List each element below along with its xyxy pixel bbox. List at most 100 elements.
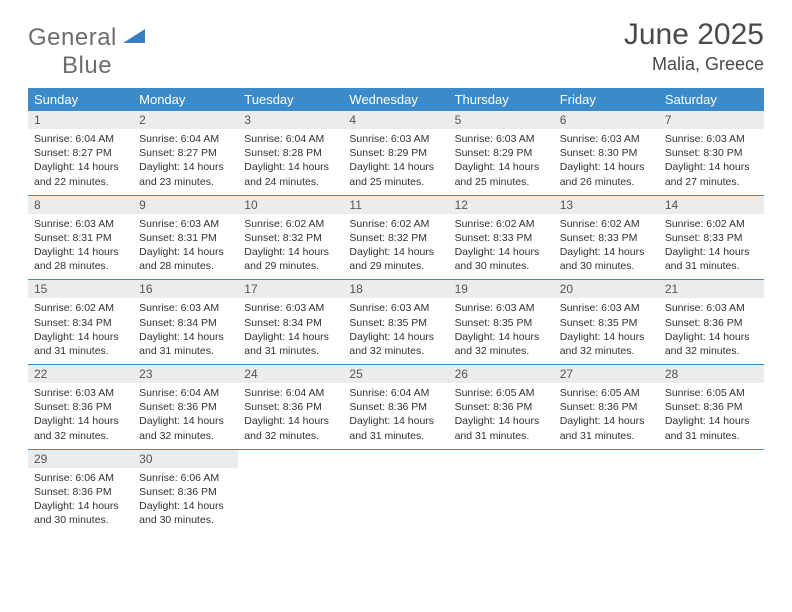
sunset-line: Sunset: 8:31 PM — [139, 231, 232, 245]
sunrise-line: Sunrise: 6:03 AM — [244, 301, 337, 315]
day-cell: 22Sunrise: 6:03 AMSunset: 8:36 PMDayligh… — [28, 365, 133, 449]
daylight-line: Daylight: 14 hours and 30 minutes. — [139, 499, 232, 527]
sunrise-line: Sunrise: 6:03 AM — [139, 301, 232, 315]
sunset-line: Sunset: 8:36 PM — [665, 316, 758, 330]
daylight-line: Daylight: 14 hours and 31 minutes. — [665, 414, 758, 442]
sunset-line: Sunset: 8:36 PM — [560, 400, 653, 414]
daylight-line: Daylight: 14 hours and 32 minutes. — [349, 330, 442, 358]
weekday-saturday: Saturday — [659, 88, 764, 111]
day-number: 22 — [28, 365, 133, 383]
sunrise-line: Sunrise: 6:06 AM — [34, 471, 127, 485]
day-number: 21 — [659, 280, 764, 298]
sunset-line: Sunset: 8:36 PM — [139, 400, 232, 414]
empty-cell — [449, 450, 554, 534]
day-number: 13 — [554, 196, 659, 214]
sunrise-line: Sunrise: 6:04 AM — [139, 386, 232, 400]
day-cell: 9Sunrise: 6:03 AMSunset: 8:31 PMDaylight… — [133, 196, 238, 280]
empty-cell — [659, 450, 764, 534]
sunrise-line: Sunrise: 6:03 AM — [455, 132, 548, 146]
day-body: Sunrise: 6:04 AMSunset: 8:27 PMDaylight:… — [28, 129, 133, 195]
sunset-line: Sunset: 8:29 PM — [455, 146, 548, 160]
sunset-line: Sunset: 8:36 PM — [139, 485, 232, 499]
sunset-line: Sunset: 8:29 PM — [349, 146, 442, 160]
daylight-line: Daylight: 14 hours and 31 minutes. — [349, 414, 442, 442]
sunrise-line: Sunrise: 6:03 AM — [34, 217, 127, 231]
logo: General Blue — [28, 24, 145, 80]
sunrise-line: Sunrise: 6:03 AM — [665, 301, 758, 315]
sunrise-line: Sunrise: 6:03 AM — [560, 132, 653, 146]
sunset-line: Sunset: 8:33 PM — [560, 231, 653, 245]
day-body: Sunrise: 6:03 AMSunset: 8:29 PMDaylight:… — [343, 129, 448, 195]
daylight-line: Daylight: 14 hours and 30 minutes. — [455, 245, 548, 273]
day-number: 29 — [28, 450, 133, 468]
day-number: 30 — [133, 450, 238, 468]
day-number: 11 — [343, 196, 448, 214]
day-number: 16 — [133, 280, 238, 298]
logo-triangle-icon — [123, 32, 145, 49]
sunrise-line: Sunrise: 6:02 AM — [244, 217, 337, 231]
sunrise-line: Sunrise: 6:03 AM — [349, 132, 442, 146]
week-row: 29Sunrise: 6:06 AMSunset: 8:36 PMDayligh… — [28, 449, 764, 534]
day-body: Sunrise: 6:03 AMSunset: 8:35 PMDaylight:… — [554, 298, 659, 364]
day-body: Sunrise: 6:03 AMSunset: 8:35 PMDaylight:… — [343, 298, 448, 364]
header: General Blue June 2025 Malia, Greece — [28, 18, 764, 80]
day-cell: 16Sunrise: 6:03 AMSunset: 8:34 PMDayligh… — [133, 280, 238, 364]
day-number: 15 — [28, 280, 133, 298]
day-body: Sunrise: 6:04 AMSunset: 8:36 PMDaylight:… — [238, 383, 343, 449]
day-cell: 3Sunrise: 6:04 AMSunset: 8:28 PMDaylight… — [238, 111, 343, 195]
day-body: Sunrise: 6:03 AMSunset: 8:36 PMDaylight:… — [28, 383, 133, 449]
daylight-line: Daylight: 14 hours and 32 minutes. — [665, 330, 758, 358]
day-body: Sunrise: 6:02 AMSunset: 8:33 PMDaylight:… — [554, 214, 659, 280]
day-cell: 7Sunrise: 6:03 AMSunset: 8:30 PMDaylight… — [659, 111, 764, 195]
daylight-line: Daylight: 14 hours and 32 minutes. — [455, 330, 548, 358]
day-cell: 2Sunrise: 6:04 AMSunset: 8:27 PMDaylight… — [133, 111, 238, 195]
day-cell: 12Sunrise: 6:02 AMSunset: 8:33 PMDayligh… — [449, 196, 554, 280]
logo-word2: Blue — [62, 52, 112, 79]
day-number: 8 — [28, 196, 133, 214]
daylight-line: Daylight: 14 hours and 22 minutes. — [34, 160, 127, 188]
day-cell: 5Sunrise: 6:03 AMSunset: 8:29 PMDaylight… — [449, 111, 554, 195]
sunset-line: Sunset: 8:30 PM — [560, 146, 653, 160]
daylight-line: Daylight: 14 hours and 28 minutes. — [34, 245, 127, 273]
daylight-line: Daylight: 14 hours and 25 minutes. — [455, 160, 548, 188]
sunset-line: Sunset: 8:36 PM — [349, 400, 442, 414]
day-number: 12 — [449, 196, 554, 214]
sunrise-line: Sunrise: 6:04 AM — [139, 132, 232, 146]
sunrise-line: Sunrise: 6:04 AM — [244, 132, 337, 146]
daylight-line: Daylight: 14 hours and 32 minutes. — [560, 330, 653, 358]
week-row: 22Sunrise: 6:03 AMSunset: 8:36 PMDayligh… — [28, 364, 764, 449]
day-number: 5 — [449, 111, 554, 129]
sunset-line: Sunset: 8:36 PM — [665, 400, 758, 414]
sunrise-line: Sunrise: 6:04 AM — [244, 386, 337, 400]
daylight-line: Daylight: 14 hours and 27 minutes. — [665, 160, 758, 188]
sunset-line: Sunset: 8:32 PM — [244, 231, 337, 245]
sunrise-line: Sunrise: 6:02 AM — [665, 217, 758, 231]
day-cell: 30Sunrise: 6:06 AMSunset: 8:36 PMDayligh… — [133, 450, 238, 534]
weekday-tuesday: Tuesday — [238, 88, 343, 111]
weekday-sunday: Sunday — [28, 88, 133, 111]
sunset-line: Sunset: 8:34 PM — [244, 316, 337, 330]
day-number: 9 — [133, 196, 238, 214]
day-number: 17 — [238, 280, 343, 298]
daylight-line: Daylight: 14 hours and 30 minutes. — [560, 245, 653, 273]
day-body: Sunrise: 6:03 AMSunset: 8:29 PMDaylight:… — [449, 129, 554, 195]
day-body: Sunrise: 6:02 AMSunset: 8:32 PMDaylight:… — [238, 214, 343, 280]
daylight-line: Daylight: 14 hours and 32 minutes. — [139, 414, 232, 442]
day-number: 4 — [343, 111, 448, 129]
day-cell: 27Sunrise: 6:05 AMSunset: 8:36 PMDayligh… — [554, 365, 659, 449]
day-body: Sunrise: 6:02 AMSunset: 8:33 PMDaylight:… — [449, 214, 554, 280]
day-body: Sunrise: 6:05 AMSunset: 8:36 PMDaylight:… — [659, 383, 764, 449]
day-cell: 29Sunrise: 6:06 AMSunset: 8:36 PMDayligh… — [28, 450, 133, 534]
day-cell: 17Sunrise: 6:03 AMSunset: 8:34 PMDayligh… — [238, 280, 343, 364]
sunrise-line: Sunrise: 6:02 AM — [560, 217, 653, 231]
month-title: June 2025 — [624, 18, 764, 52]
daylight-line: Daylight: 14 hours and 30 minutes. — [34, 499, 127, 527]
day-body: Sunrise: 6:03 AMSunset: 8:36 PMDaylight:… — [659, 298, 764, 364]
day-body: Sunrise: 6:02 AMSunset: 8:32 PMDaylight:… — [343, 214, 448, 280]
day-body: Sunrise: 6:06 AMSunset: 8:36 PMDaylight:… — [133, 468, 238, 534]
daylight-line: Daylight: 14 hours and 29 minutes. — [349, 245, 442, 273]
day-body: Sunrise: 6:03 AMSunset: 8:31 PMDaylight:… — [133, 214, 238, 280]
day-cell: 20Sunrise: 6:03 AMSunset: 8:35 PMDayligh… — [554, 280, 659, 364]
empty-cell — [343, 450, 448, 534]
day-cell: 14Sunrise: 6:02 AMSunset: 8:33 PMDayligh… — [659, 196, 764, 280]
